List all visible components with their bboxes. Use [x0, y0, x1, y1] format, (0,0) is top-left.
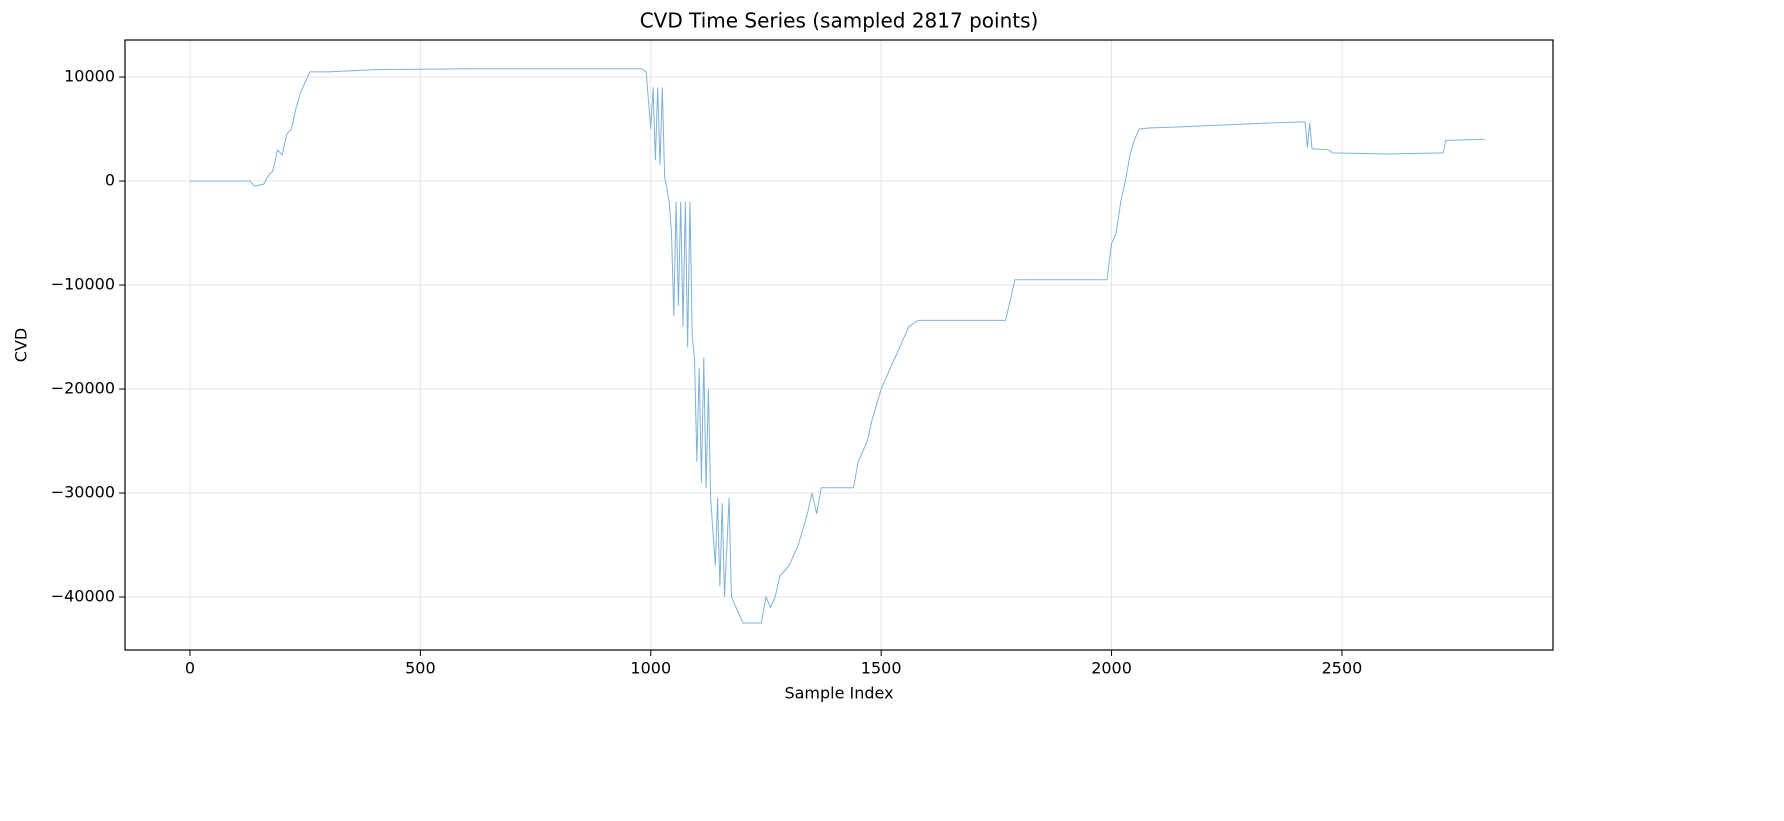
x-axis-label: Sample Index [784, 684, 893, 703]
y-tick-label: −20000 [51, 378, 115, 397]
y-tick-label: 10000 [64, 67, 115, 86]
x-tick-label: 1500 [861, 659, 902, 678]
y-axis-label: CVD [12, 328, 31, 362]
y-tick-label: 0 [105, 171, 115, 190]
x-tick-label: 2500 [1322, 659, 1363, 678]
x-tick-label: 1000 [630, 659, 671, 678]
y-tick-label: −40000 [51, 586, 115, 605]
x-tick-label: 2000 [1091, 659, 1132, 678]
data-line [189, 68, 1485, 624]
chart-title: CVD Time Series (sampled 2817 points) [640, 9, 1039, 33]
y-tick-label: −10000 [51, 274, 115, 293]
plot-frame [124, 39, 1554, 651]
y-tick-label: −30000 [51, 482, 115, 501]
x-tick-label: 500 [405, 659, 436, 678]
x-tick-label: 0 [185, 659, 195, 678]
